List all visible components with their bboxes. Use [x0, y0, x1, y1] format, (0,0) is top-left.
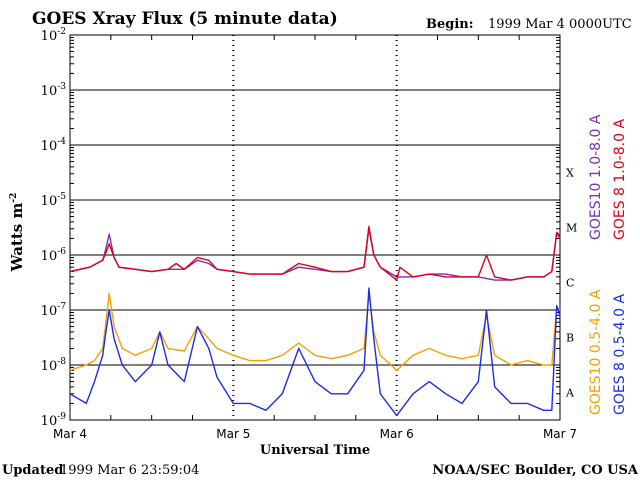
credit-text: NOAA/SEC Boulder, CO USA [432, 463, 639, 478]
series-layer [69, 225, 561, 417]
series-line-1 [69, 225, 561, 281]
begin-value: 1999 Mar 4 0000UTC [488, 17, 632, 32]
y-tick-label: 10-9 [41, 412, 67, 429]
y-tick-label: 10-5 [41, 192, 67, 209]
y-tick-label: 10-7 [41, 302, 67, 319]
legend-item: GOES10 1.0-8.0 A [588, 114, 604, 240]
begin-label: Begin: [426, 17, 474, 32]
updated-label: Updated [2, 463, 63, 478]
grid-lines [70, 35, 560, 420]
legend-label: GOES10 0.5-4.0 A [588, 289, 604, 415]
x-axis-ticks: Mar 4 Mar 5 Mar 6 Mar 7 [53, 427, 577, 441]
y-tick-label: 10-3 [41, 82, 67, 99]
y-tick-label: 10-8 [41, 357, 67, 374]
y-axis-ticks: 10-2 10-3 10-4 10-5 10-6 10-7 10-8 10-9 [41, 27, 67, 429]
series-line-2 [69, 292, 561, 371]
legend-item: GOES 8 1.0-8.0 A [612, 119, 628, 240]
flare-class-labels: X M C B A [565, 167, 577, 400]
legend: GOES10 1.0-8.0 A GOES 8 1.0-8.0 A GOES10 0… [588, 114, 628, 415]
y-tick-label: 10-2 [41, 27, 66, 44]
flare-class-label: C [566, 277, 574, 290]
chart-title: GOES Xray Flux (5 minute data) [32, 9, 338, 29]
x-tick-label: Mar 6 [380, 427, 414, 441]
y-tick-label: 10-6 [41, 247, 67, 264]
plot-frame [69, 34, 561, 421]
x-tick-label: Mar 7 [543, 427, 577, 441]
x-tick-label: Mar 5 [216, 427, 250, 441]
y-axis-label: Watts m-2 [8, 193, 26, 273]
legend-item: GOES 8 0.5-4.0 A [612, 294, 628, 415]
flare-class-label: B [566, 332, 574, 345]
y-tick-label: 10-4 [41, 137, 67, 154]
series-line-3 [69, 287, 561, 417]
legend-item: GOES10 0.5-4.0 A [588, 289, 604, 415]
updated-value: 1999 Mar 6 23:59:04 [60, 463, 199, 478]
legend-label: GOES 8 0.5-4.0 A [612, 294, 628, 415]
plot-border [69, 34, 561, 421]
flare-class-label: X [566, 167, 574, 180]
y-axis-label-group: Watts m-2 [8, 193, 26, 273]
flare-class-label: M [566, 222, 577, 235]
legend-label: GOES10 1.0-8.0 A [588, 114, 604, 240]
x-tick-label: Mar 4 [53, 427, 87, 441]
legend-label: GOES 8 1.0-8.0 A [612, 119, 628, 240]
x-axis-label: Universal Time [260, 443, 370, 458]
flare-class-label: A [565, 387, 575, 400]
